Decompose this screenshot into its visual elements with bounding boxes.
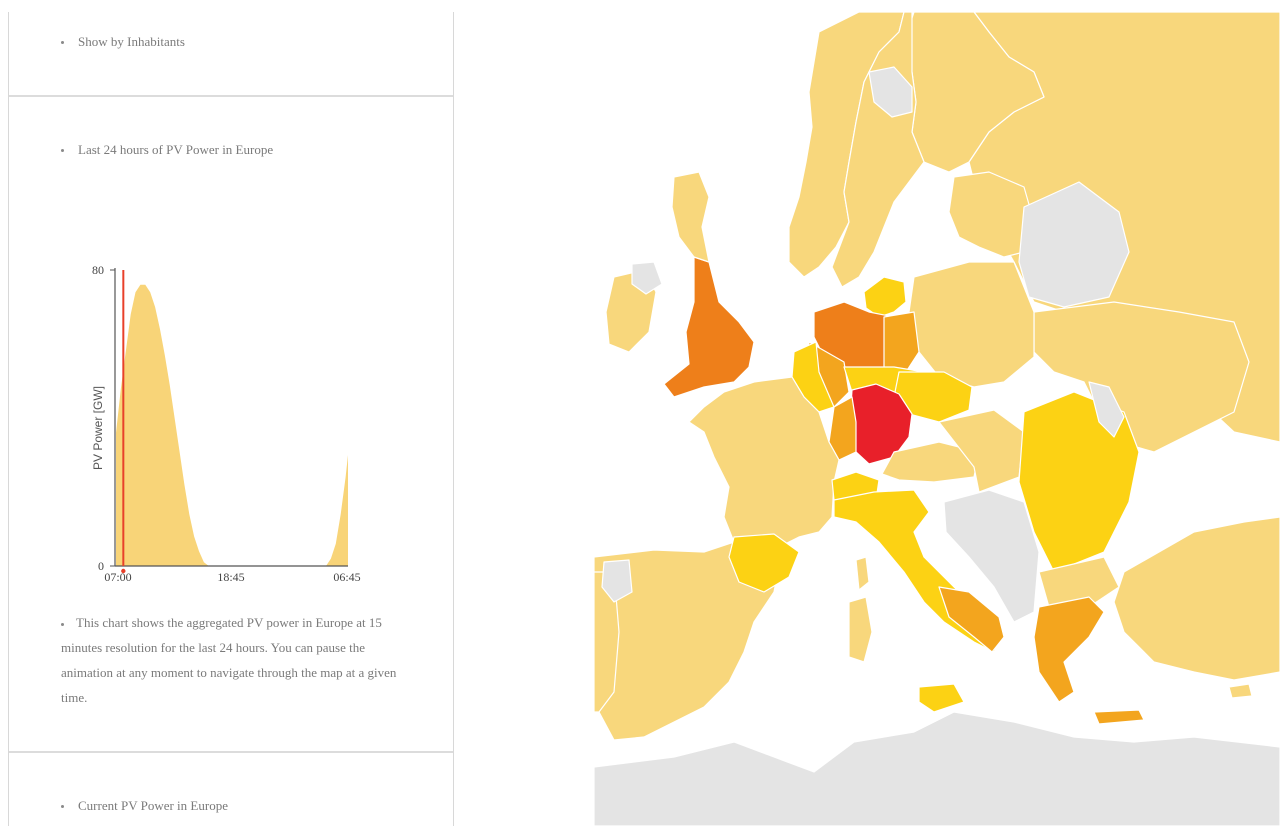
sidebar-panel: Show by Inhabitants Last 24 hours of PV … [8, 12, 454, 826]
section-pv-chart: Last 24 hours of PV Power in Europe [9, 98, 453, 752]
show-by-inhabitants-option[interactable]: Show by Inhabitants [61, 34, 185, 50]
section-divider [9, 751, 453, 753]
region-italy-south[interactable] [938, 586, 1005, 653]
bullet-icon [61, 40, 64, 44]
bullet-icon [61, 622, 64, 626]
region-spain[interactable] [594, 541, 780, 741]
region-north-africa [594, 711, 1280, 826]
europe-pv-map[interactable] [594, 12, 1280, 826]
region-austria[interactable] [881, 441, 980, 483]
y-tick-label-max: 80 [92, 263, 104, 277]
bullet-icon [61, 804, 64, 808]
region-cyprus[interactable] [1228, 683, 1253, 699]
region-catalonia[interactable] [728, 533, 800, 593]
region-moldova[interactable] [1088, 381, 1125, 438]
show-by-inhabitants-label: Show by Inhabitants [78, 34, 185, 49]
x-tick-label-end: 06:45 [333, 570, 360, 584]
lake-norway-nodata [868, 66, 913, 118]
bullet-icon [61, 148, 64, 152]
region-germany-east[interactable] [883, 311, 920, 373]
current-time-dot [121, 568, 126, 574]
section-show-by-inhabitants: Show by Inhabitants [9, 12, 453, 96]
region-ukraine[interactable] [1033, 301, 1250, 453]
x-tick-label-mid: 18:45 [217, 570, 244, 584]
section-current-pv: Current PV Power in Europe [9, 754, 453, 826]
region-bulgaria[interactable] [1038, 556, 1120, 608]
current-pv-title-label: Current PV Power in Europe [78, 798, 228, 813]
region-balkans[interactable] [943, 489, 1040, 623]
region-northern-ireland[interactable] [631, 261, 663, 295]
pv-power-chart[interactable]: 80 0 PV Power [GW] 07:00 18:45 06:45 [80, 248, 380, 593]
current-pv-title[interactable]: Current PV Power in Europe [61, 798, 228, 814]
region-sardinia[interactable] [848, 596, 873, 663]
region-galicia-nodata[interactable] [601, 559, 633, 603]
region-greece[interactable] [1033, 596, 1105, 703]
region-baltics[interactable] [948, 171, 1035, 258]
region-belarus[interactable] [1018, 181, 1130, 308]
region-crete[interactable] [1093, 709, 1145, 725]
chart-section-title[interactable]: Last 24 hours of PV Power in Europe [61, 142, 273, 158]
region-sicily[interactable] [918, 683, 965, 713]
region-uk-scotland[interactable] [671, 171, 710, 263]
region-corsica[interactable] [855, 556, 870, 591]
pv-power-area [116, 284, 348, 566]
region-france[interactable] [688, 376, 840, 553]
chart-description-text: This chart shows the aggregated PV power… [61, 615, 397, 705]
region-denmark[interactable] [863, 276, 907, 318]
region-uk-england[interactable] [663, 256, 755, 398]
y-tick-label-zero: 0 [98, 559, 104, 573]
region-turkey[interactable] [1113, 516, 1280, 681]
y-axis-label: PV Power [GW] [91, 386, 105, 470]
section-divider [9, 95, 453, 97]
chart-description: This chart shows the aggregated PV power… [61, 610, 406, 710]
chart-section-title-label: Last 24 hours of PV Power in Europe [78, 142, 274, 157]
x-tick-label-start: 07:00 [104, 570, 131, 584]
